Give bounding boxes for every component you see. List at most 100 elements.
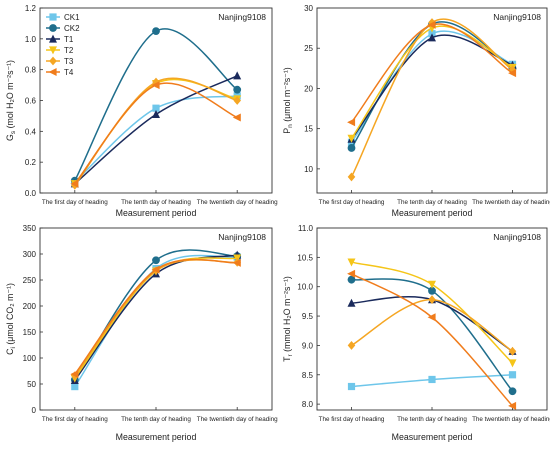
data-point-t4	[347, 118, 356, 127]
y-axis-label: Pn (μmol m⁻²s⁻¹)	[282, 67, 294, 133]
y-tick-label: 8.5	[302, 371, 314, 380]
y-axis-label-main: P	[282, 128, 292, 134]
y-tick-label: 1.0	[25, 35, 37, 44]
x-axis-label: Measurement period	[392, 208, 473, 218]
series-line-t3	[351, 298, 513, 352]
data-point-ck1	[508, 371, 517, 379]
data-point-t4	[232, 258, 241, 267]
chart-panel-tr: 8.0 8.5 9.0 9.5 10.0 10.5 11.0 The first day of…	[282, 224, 550, 442]
x-tick-label: The tenth day of heading	[121, 199, 191, 206]
data-point-t2	[428, 280, 436, 289]
chart-panel-ci: 0 50 100 150 200 250 300 350 The first day of he…	[5, 224, 278, 442]
y-tick-label: 50	[27, 380, 36, 389]
y-axis-label-main: G	[5, 134, 15, 141]
data-point-ck2	[347, 275, 356, 284]
y-tick-label: 0.6	[25, 97, 37, 106]
y-tick-label: 0	[32, 406, 37, 415]
data-point-t4	[427, 20, 436, 29]
legend-label: T3	[64, 57, 74, 66]
y-tick-label: 8.0	[302, 400, 314, 409]
data-point-t4	[347, 269, 356, 278]
data-point-t3	[347, 341, 356, 350]
y-axis-label-unit: (μmol CO₂ m⁻¹)	[5, 283, 15, 347]
legend-marker	[48, 68, 57, 76]
y-tick-label: 0.4	[25, 127, 37, 136]
data-point-t3	[428, 295, 436, 305]
data-point-t4	[70, 179, 79, 188]
series-line-t1	[351, 295, 513, 352]
series-line-t3	[74, 77, 238, 186]
data-point-t4	[70, 370, 79, 379]
data-point-t1	[347, 298, 356, 307]
legend-marker	[49, 34, 57, 43]
data-point-t3	[233, 96, 241, 105]
y-tick-label: 10.0	[297, 283, 313, 292]
x-tick-label: The twentieth day of heading	[197, 416, 278, 423]
chart-panel-pn: 10 15 20 25 30 The first day of heading The te…	[282, 4, 550, 218]
y-tick-label: 20	[304, 84, 313, 93]
y-axis-label-sub: r	[287, 353, 294, 356]
data-point-t4	[427, 313, 436, 322]
data-point-ck2	[233, 85, 242, 94]
y-tick-label: 300	[23, 250, 37, 259]
y-tick-label: 200	[23, 302, 37, 311]
legend-marker	[49, 13, 57, 21]
data-point-ck1	[428, 375, 436, 384]
data-point-ck2	[347, 144, 356, 152]
x-tick-label: The tenth day of heading	[397, 199, 467, 206]
data-point-t4	[151, 265, 160, 274]
x-tick-label: The tenth day of heading	[397, 416, 467, 423]
x-tick-label: The twentieth day of heading	[472, 199, 550, 206]
data-point-ck1	[71, 383, 79, 391]
y-tick-label: 15	[304, 125, 313, 134]
series-line-t2	[74, 78, 238, 185]
data-point-ck1	[347, 382, 356, 391]
y-tick-label: 9.0	[302, 341, 314, 350]
y-axis-label: Ci (μmol CO₂ m⁻¹)	[5, 283, 17, 355]
panel-title: Nanjing9108	[493, 12, 541, 22]
y-tick-label: 1.2	[25, 4, 37, 13]
y-axis-label: Gs (mol H₂O m⁻²s⁻¹)	[5, 60, 17, 141]
x-axis-label: Measurement period	[392, 432, 473, 442]
legend-marker	[49, 46, 57, 55]
legend-label: T1	[64, 35, 74, 44]
data-point-ck2	[152, 27, 160, 36]
x-axis-label: Measurement period	[116, 208, 197, 218]
data-point-ck1	[152, 104, 160, 112]
data-point-t4	[508, 69, 517, 78]
chart-panel-gs: 0.0 0.2 0.4 0.6 0.8 1.0 1.2 The first day of he…	[5, 4, 278, 218]
y-axis-label-main: C	[5, 348, 15, 355]
y-tick-label: 9.5	[302, 312, 314, 321]
series-line-t4	[74, 82, 238, 185]
data-point-t2	[508, 359, 517, 368]
x-tick-label: The twentieth day of heading	[197, 199, 278, 206]
y-axis-label-sub: i	[10, 347, 17, 348]
y-tick-label: 350	[23, 224, 37, 233]
x-tick-label: The first day of heading	[319, 416, 385, 423]
data-point-ck2	[152, 256, 160, 265]
x-tick-label: The first day of heading	[319, 199, 385, 206]
data-point-t2	[347, 134, 356, 143]
data-point-t2	[347, 258, 356, 267]
y-axis-label-main: T	[282, 356, 292, 362]
data-point-t3	[347, 172, 356, 182]
panel-title: Nanjing9108	[493, 232, 541, 242]
panel-title: Nanjing9108	[218, 12, 266, 22]
series-line-t2	[351, 261, 514, 364]
data-point-t1	[152, 109, 160, 118]
panel-title: Nanjing9108	[218, 232, 266, 242]
data-point-ck2	[508, 387, 517, 396]
y-tick-label: 30	[304, 4, 313, 13]
y-tick-label: 25	[304, 44, 313, 53]
data-point-t4	[232, 113, 241, 122]
data-point-t3	[508, 346, 517, 356]
legend-label: T4	[64, 68, 74, 77]
y-tick-label: 10.5	[297, 253, 313, 262]
y-tick-label: 10	[304, 165, 313, 174]
legend-marker	[49, 24, 57, 32]
y-axis-label: Tr (mmol H₂O m⁻²s⁻¹)	[282, 276, 294, 362]
y-axis-label-sub: s	[10, 130, 17, 134]
y-tick-label: 100	[23, 354, 37, 363]
